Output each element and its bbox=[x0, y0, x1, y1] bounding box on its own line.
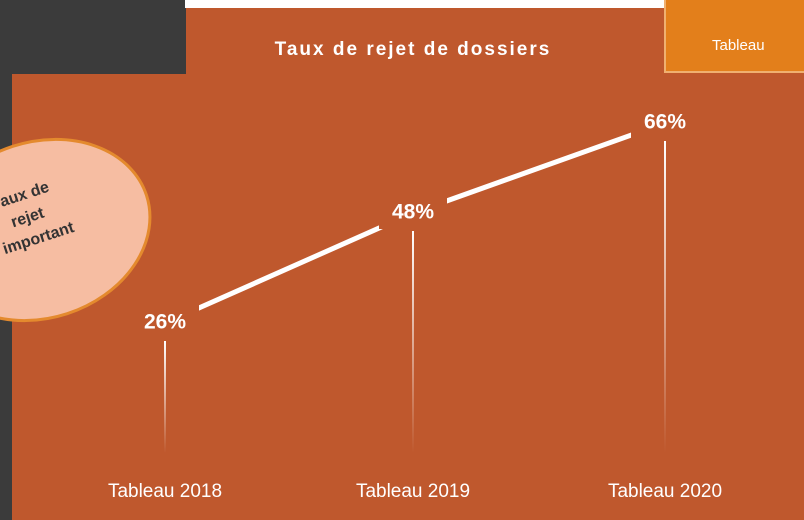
chart-area bbox=[12, 8, 804, 520]
chart-title: Taux de rejet de dossiers bbox=[275, 39, 552, 60]
drop-line bbox=[664, 141, 666, 453]
label-background bbox=[379, 195, 447, 229]
callout-bubble bbox=[0, 137, 152, 323]
data-label: 26% bbox=[144, 311, 186, 334]
drop-line bbox=[412, 231, 414, 453]
top-gap bbox=[185, 0, 804, 8]
tab[interactable] bbox=[664, 0, 804, 73]
x-tick-label: Tableau 2020 bbox=[608, 481, 722, 502]
dark-panel bbox=[12, 8, 186, 74]
label-background bbox=[131, 305, 199, 339]
data-label: 66% bbox=[644, 111, 686, 134]
x-tick-label: Tableau 2018 bbox=[108, 481, 222, 502]
plot: 26% Tableau 2018 48% Tableau 2019 66% Tableau… bbox=[108, 105, 722, 502]
tab-label[interactable]: Tableau bbox=[712, 37, 765, 54]
data-label: 48% bbox=[392, 201, 434, 224]
drop-line bbox=[164, 341, 166, 453]
x-tick-label: Tableau 2019 bbox=[356, 481, 470, 502]
label-background bbox=[631, 105, 699, 139]
callout: Taux de rejet important bbox=[0, 137, 152, 323]
